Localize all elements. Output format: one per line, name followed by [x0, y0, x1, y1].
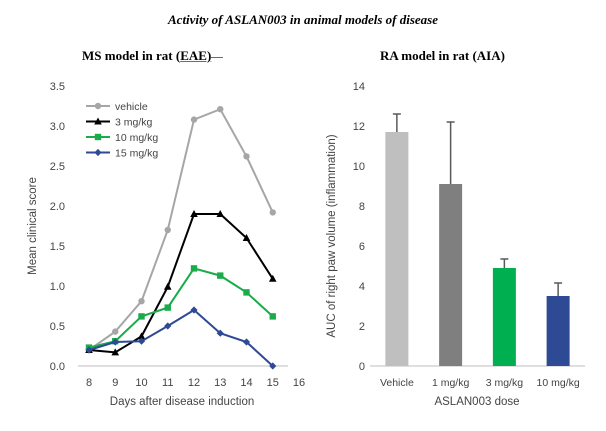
series-line [88, 267, 274, 349]
data-point [137, 337, 146, 345]
y-tick-label: 0 [359, 361, 365, 373]
data-point [85, 346, 93, 354]
y-tick-label: 14 [353, 81, 365, 93]
x-tick-label: 13 [214, 377, 226, 389]
y-tick-label: 12 [353, 121, 365, 133]
x-tick-label: 12 [188, 377, 200, 389]
data-point [112, 328, 119, 335]
data-point [164, 322, 172, 330]
category-label: Vehicle [380, 377, 414, 389]
category-label: 1 mg/kg [432, 377, 470, 389]
y-tick-label: 2.5 [50, 161, 65, 173]
data-point [138, 298, 145, 305]
y-tick-label: 2 [359, 321, 365, 333]
data-point [138, 313, 145, 320]
bar [385, 132, 409, 366]
x-tick-label: 16 [293, 377, 305, 389]
data-point [268, 274, 277, 282]
bar [546, 296, 570, 366]
y-tick-label: 0.0 [50, 361, 65, 373]
legend-label: 10 mg/kg [115, 132, 158, 144]
data-point [190, 265, 198, 272]
x-tick-label: 11 [162, 377, 173, 389]
data-point [269, 313, 276, 320]
legend-marker [94, 102, 102, 110]
series-line [88, 213, 274, 354]
x-tick-label: 10 [135, 377, 147, 389]
left-panel-title-underlined: EAE) [180, 48, 212, 63]
series-line [88, 308, 274, 367]
legend-label: 3 mg/kg [115, 117, 153, 129]
data-point [243, 153, 250, 160]
data-point [164, 226, 171, 234]
x-tick-label: 14 [240, 377, 252, 389]
y-tick-label: 1.5 [50, 241, 65, 253]
data-point [243, 289, 250, 296]
y-tick-label: 3.0 [50, 121, 65, 133]
data-point [217, 272, 224, 279]
y-tick-label: 0.5 [50, 321, 65, 333]
data-point [217, 106, 224, 113]
data-point [190, 116, 198, 123]
y-tick-label: 8 [359, 201, 365, 213]
category-label: 10 mg/kg [537, 377, 580, 389]
data-point [111, 338, 119, 346]
y-axis-title: Mean clinical score [27, 177, 39, 275]
data-point [111, 348, 120, 356]
x-tick-label: 9 [112, 377, 118, 389]
x-axis-title: ASLAN003 dose [434, 396, 519, 408]
x-axis-title: Days after disease induction [110, 396, 254, 408]
data-point [216, 210, 225, 217]
y-tick-label: 4 [359, 281, 365, 293]
data-point [242, 338, 251, 346]
y-tick-label: 10 [353, 161, 365, 173]
y-tick-label: 6 [359, 241, 365, 253]
bar [492, 268, 516, 366]
bar-chart-ra-model: 0 2 4 6 8 10 12 14 Vehicle 1 mg/kg 3 mg/kg 10 mg/kg… [326, 81, 585, 408]
title-underline-decoration [211, 57, 224, 58]
left-panel-title: MS model in rat (EAE) [82, 48, 224, 64]
data-point [163, 282, 172, 290]
y-tick-label: 1.0 [50, 281, 65, 293]
legend-label: vehicle [115, 101, 148, 113]
data-point [164, 304, 171, 311]
x-tick-label: 8 [86, 377, 92, 389]
data-point [137, 332, 146, 340]
bar [439, 184, 463, 366]
data-point [216, 329, 224, 337]
legend-marker [94, 133, 102, 141]
data-point [269, 362, 277, 370]
right-panel-title: RA model in rat (AIA) [380, 48, 505, 63]
left-panel-title-prefix: MS model in rat ( [82, 48, 181, 63]
data-point [190, 210, 198, 217]
category-label: 3 mg/kg [486, 377, 524, 389]
y-tick-label: 2.0 [50, 201, 65, 213]
legend-marker [94, 117, 102, 125]
legend-marker [94, 148, 102, 157]
line-chart-ms-model: 0.0 0.5 1.0 1.5 2.0 2.5 3.0 3.5 8 9 10 11 12 13 14 15 16… [27, 81, 305, 408]
x-tick-label: 15 [267, 377, 279, 389]
data-point [242, 234, 251, 241]
y-tick-label: 3.5 [50, 81, 65, 93]
data-point [269, 209, 276, 216]
legend-label: 15 mg/kg [115, 148, 158, 160]
y-axis-title: AUC of right paw volume (inflammation) [326, 134, 338, 337]
series-line [88, 107, 274, 351]
figure-title: Activity of ASLAN003 in animal models of… [168, 12, 438, 27]
data-point [190, 306, 198, 314]
